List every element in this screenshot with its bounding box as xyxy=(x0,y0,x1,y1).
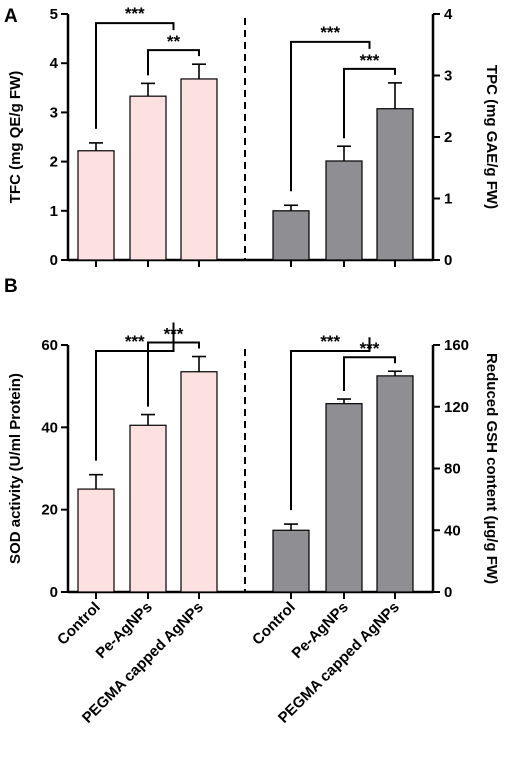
y-tick-label: 3 xyxy=(444,68,452,85)
y-tick-label: 0 xyxy=(50,252,58,269)
bar xyxy=(77,150,115,261)
panel-letter: B xyxy=(4,276,18,297)
significance-bracket xyxy=(343,356,396,392)
y-tick-label: 20 xyxy=(41,502,58,519)
y-axis-label-left: TFC (mg QE/g FW) xyxy=(7,71,24,203)
bar xyxy=(325,403,363,593)
y-tick-label: 160 xyxy=(444,337,469,354)
x-category-label: Control xyxy=(54,599,104,649)
significance-label: *** xyxy=(125,332,145,351)
y-tick-label: 4 xyxy=(50,55,59,72)
y-tick-label: 0 xyxy=(444,252,452,269)
significance-label: *** xyxy=(125,4,145,23)
y-tick-label: 0 xyxy=(50,584,58,601)
y-tick-label: 4 xyxy=(444,6,453,23)
significance-bracket xyxy=(343,67,396,139)
significance-bracket xyxy=(290,337,371,511)
y-tick-label: 3 xyxy=(50,104,58,121)
significance-bracket xyxy=(147,49,200,76)
bar xyxy=(180,371,218,593)
y-axis-label-right: TPC (mg GAE/g FW) xyxy=(483,65,500,209)
y-tick-label: 120 xyxy=(444,399,469,416)
significance-label: *** xyxy=(320,332,340,351)
y-tick-label: 0 xyxy=(444,584,452,601)
y-tick-label: 60 xyxy=(41,337,58,354)
bar xyxy=(272,529,310,593)
y-tick-label: 2 xyxy=(50,154,58,171)
significance-label: ** xyxy=(167,32,181,51)
bar xyxy=(180,78,218,261)
bar xyxy=(376,108,414,261)
x-category-label: Control xyxy=(249,599,299,649)
bar xyxy=(129,424,167,593)
y-tick-label: 1 xyxy=(50,203,58,220)
y-axis-label-right: Reduced GSH content (µg/g FW) xyxy=(483,353,500,584)
bar xyxy=(77,488,115,593)
significance-bracket xyxy=(95,22,175,129)
significance-label: *** xyxy=(320,23,340,42)
bar xyxy=(129,95,167,261)
y-tick-label: 40 xyxy=(41,419,58,436)
significance-label: *** xyxy=(360,51,380,70)
y-tick-label: 2 xyxy=(444,129,452,146)
significance-bracket xyxy=(95,322,175,461)
bar xyxy=(272,210,310,261)
y-tick-label: 80 xyxy=(444,461,461,478)
y-axis-label-left: SOD activity (U/ml Protein) xyxy=(7,373,24,564)
y-tick-label: 5 xyxy=(50,6,58,23)
bar xyxy=(376,375,414,593)
y-tick-label: 1 xyxy=(444,191,452,208)
bar xyxy=(325,160,363,261)
significance-bracket xyxy=(290,40,371,192)
panel-letter: A xyxy=(4,6,18,27)
y-tick-label: 40 xyxy=(444,522,461,539)
